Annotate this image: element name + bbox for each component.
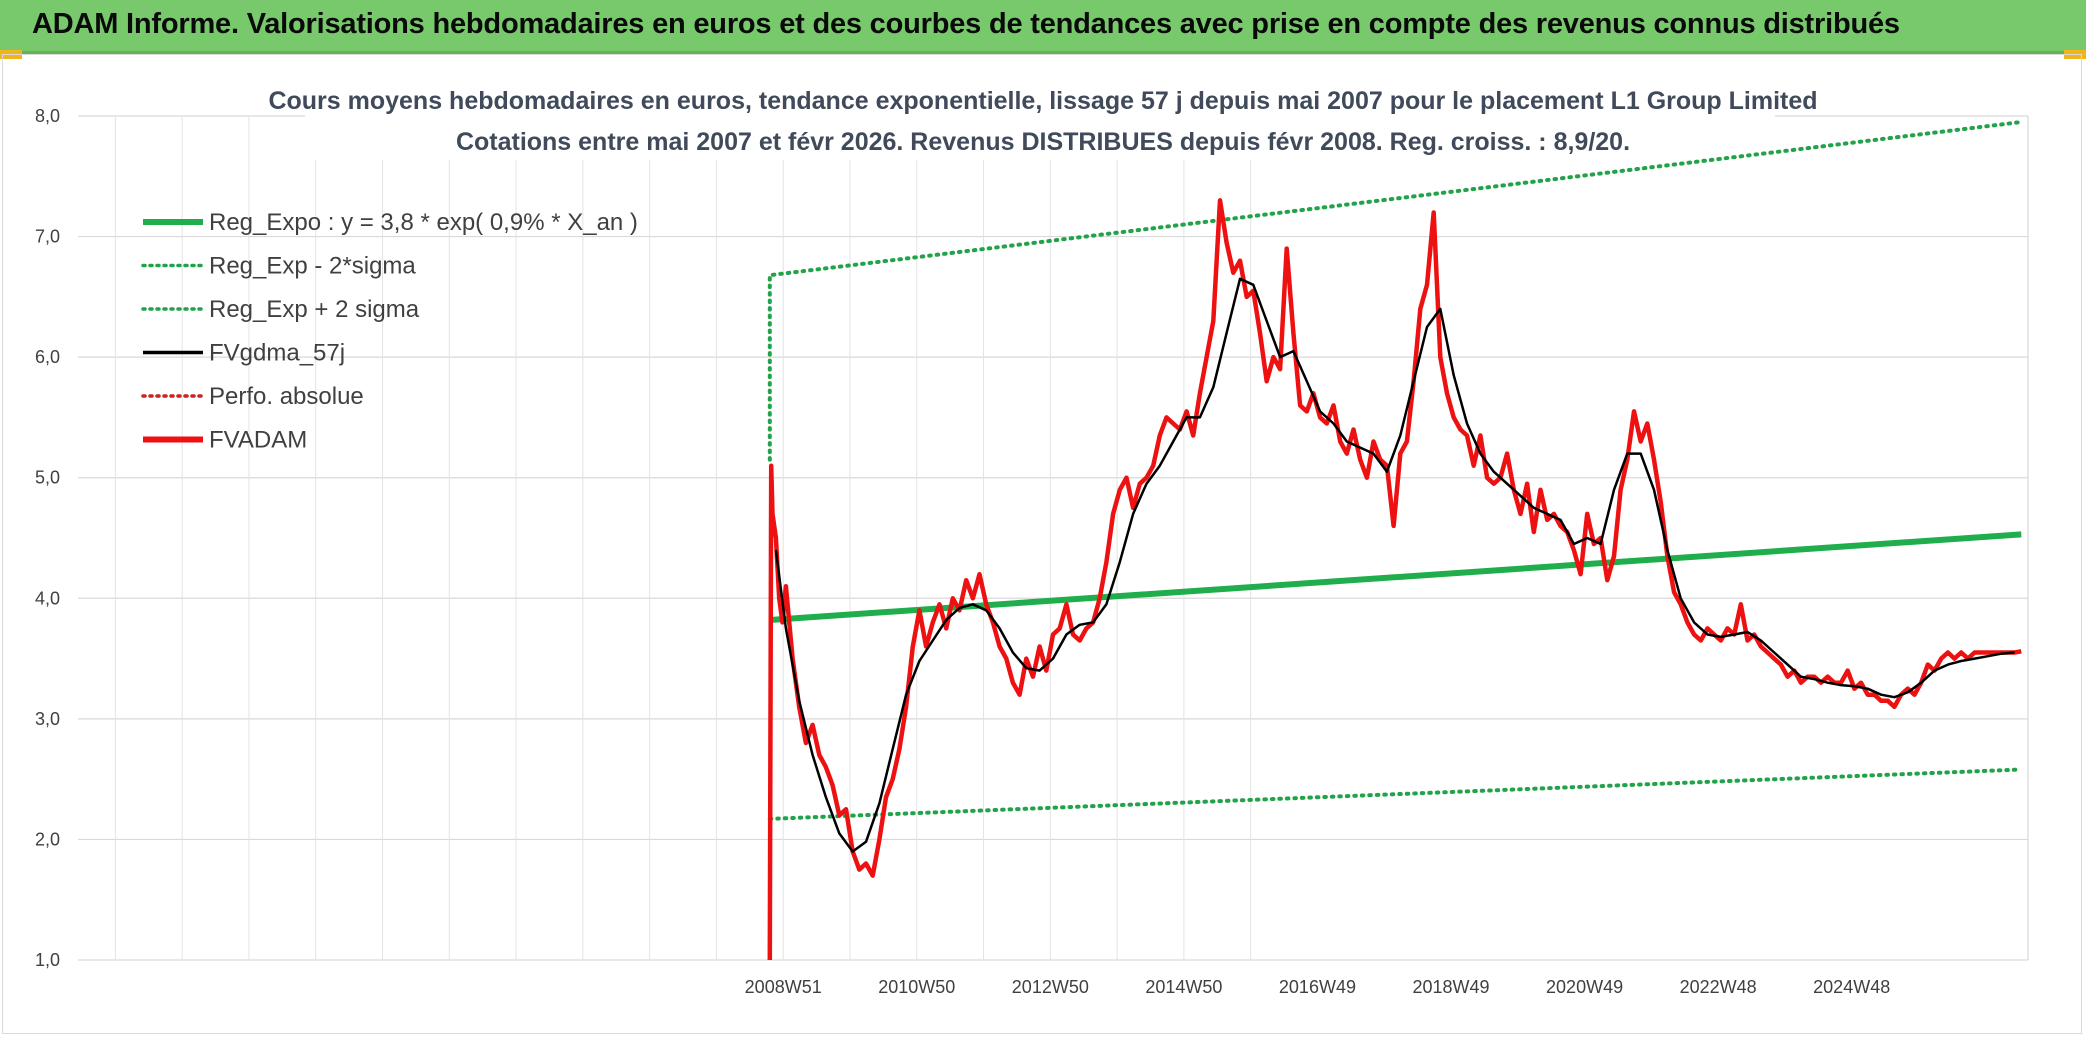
x-tick-label: 2010W50 — [878, 977, 955, 997]
x-tick-label: 2008W51 — [745, 977, 822, 997]
y-tick-label: 2,0 — [35, 829, 60, 849]
report-title: ADAM Informe. Valorisations hebdomadaire… — [32, 8, 1900, 40]
chart-legend: Reg_Expo : y = 3,8 * exp( 0,9% * X_an ) R… — [141, 209, 638, 454]
series-layer — [767, 120, 2024, 961]
legend-label: Reg_Exp + 2 sigma — [209, 296, 420, 323]
legend-label: Perfo. absolue — [209, 383, 364, 410]
series-reg-minus-2sigma-line — [767, 767, 2024, 821]
y-tick-label: 8,0 — [35, 106, 60, 126]
chart-frame — [2, 54, 2082, 1034]
legend-label: FVADAM — [209, 427, 307, 454]
y-tick-label: 1,0 — [35, 950, 60, 970]
x-axis-ticks: 2008W51 2010W50 2012W50 2014W50 2016W49 2018W… — [745, 977, 1891, 997]
y-tick-label: 4,0 — [35, 588, 60, 608]
x-tick-label: 2024W48 — [1813, 977, 1890, 997]
chart-gridlines — [78, 115, 2029, 961]
x-tick-label: 2018W49 — [1412, 977, 1489, 997]
report-banner: ADAM Informe. Valorisations hebdomadaire… — [0, 0, 2086, 54]
y-tick-label: 7,0 — [35, 227, 60, 247]
x-tick-label: 2016W49 — [1279, 977, 1356, 997]
legend-item-reg_expo: Reg_Expo : y = 3,8 * exp( 0,9% * X_an ) — [143, 209, 638, 236]
x-tick-label: 2014W50 — [1145, 977, 1222, 997]
y-tick-label: 6,0 — [35, 347, 60, 367]
chart-title-background — [305, 84, 1775, 160]
series-fvgdma-57j-line — [774, 277, 2015, 853]
legend-item-perfo: Perfo. absolue — [141, 383, 364, 410]
series-reg-plus-2sigma-line — [767, 120, 2024, 462]
x-tick-label: 2012W50 — [1012, 977, 1089, 997]
legend-item-fvgdma: FVgdma_57j — [143, 340, 345, 367]
legend-item-reg_minus: Reg_Exp - 2*sigma — [141, 253, 416, 280]
chart-title-line2: Cotations entre mai 2007 et févr 2026. R… — [456, 128, 1630, 156]
legend-item-fvadam: FVADAM — [143, 427, 307, 454]
x-tick-label: 2020W49 — [1546, 977, 1623, 997]
chart-title-line1: Cours moyens hebdomadaires en euros, ten… — [268, 87, 1817, 115]
x-tick-label: 2022W48 — [1680, 977, 1757, 997]
y-tick-label: 5,0 — [35, 468, 60, 488]
y-tick-label: 3,0 — [35, 709, 60, 729]
legend-label: FVgdma_57j — [209, 340, 345, 367]
legend-label: Reg_Expo : y = 3,8 * exp( 0,9% * X_an ) — [209, 209, 638, 236]
legend-item-reg_plus: Reg_Exp + 2 sigma — [141, 296, 420, 323]
y-axis-ticks: 1,0 2,0 3,0 4,0 5,0 6,0 7,0 8,0 — [35, 106, 60, 970]
legend-label: Reg_Exp - 2*sigma — [209, 253, 416, 280]
